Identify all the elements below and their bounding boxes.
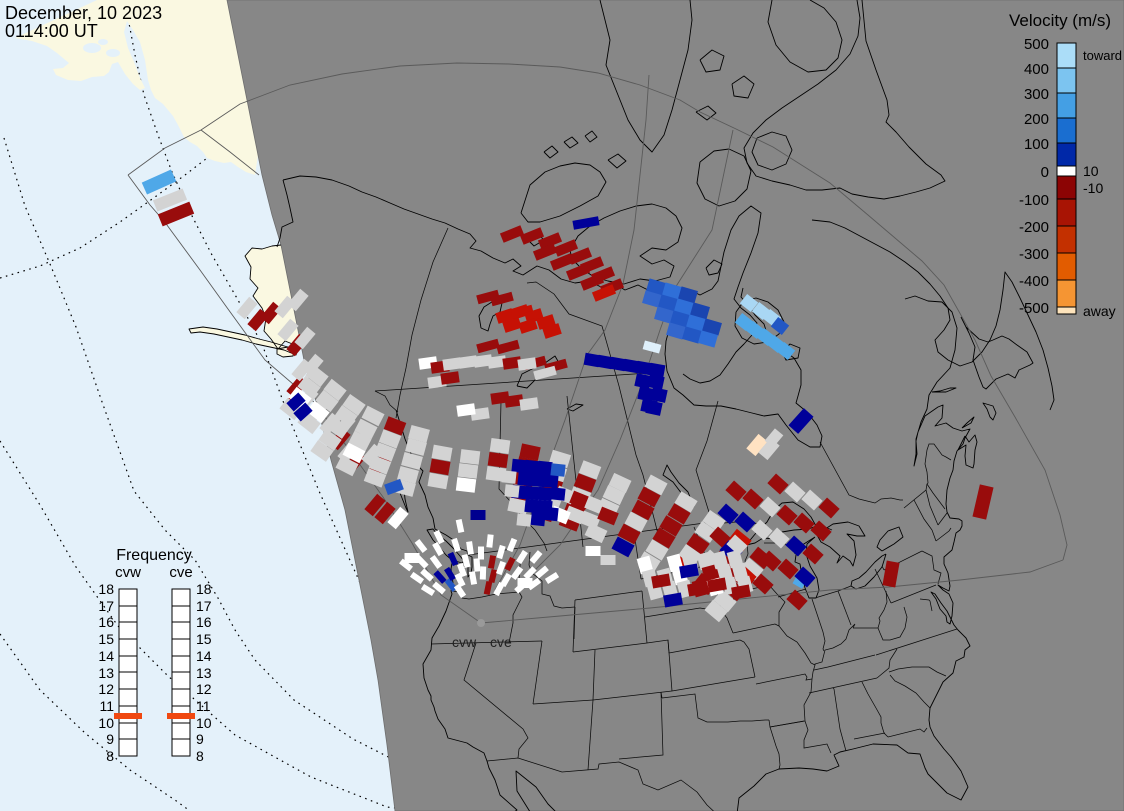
svg-text:December, 10 2023: December, 10 2023	[5, 3, 162, 23]
svg-text:14: 14	[98, 648, 114, 664]
svg-text:-500: -500	[1019, 300, 1049, 317]
svg-text:13: 13	[98, 665, 114, 681]
svg-text:8: 8	[106, 748, 114, 764]
svg-text:0: 0	[1041, 164, 1049, 181]
svg-text:17: 17	[98, 598, 114, 614]
svg-text:10: 10	[98, 715, 114, 731]
svg-text:15: 15	[98, 631, 114, 647]
svg-text:12: 12	[196, 681, 212, 697]
svg-text:cvw: cvw	[452, 634, 477, 650]
svg-text:-200: -200	[1019, 219, 1049, 236]
svg-text:cvw: cvw	[115, 564, 141, 581]
svg-text:15: 15	[196, 631, 212, 647]
svg-text:away: away	[1083, 303, 1116, 319]
svg-text:8: 8	[196, 748, 204, 764]
svg-text:-10: -10	[1083, 180, 1103, 196]
svg-text:100: 100	[1024, 136, 1049, 153]
svg-text:-300: -300	[1019, 246, 1049, 263]
svg-text:14: 14	[196, 648, 212, 664]
svg-text:cve: cve	[169, 564, 192, 581]
svg-text:9: 9	[196, 731, 204, 747]
svg-text:13: 13	[196, 665, 212, 681]
svg-text:18: 18	[196, 581, 212, 597]
svg-text:Frequency: Frequency	[116, 547, 192, 564]
svg-text:9: 9	[106, 731, 114, 747]
svg-text:300: 300	[1024, 86, 1049, 103]
svg-text:Velocity (m/s): Velocity (m/s)	[1009, 11, 1111, 30]
svg-text:11: 11	[196, 698, 211, 714]
svg-text:18: 18	[98, 581, 114, 597]
svg-text:200: 200	[1024, 111, 1049, 128]
svg-text:toward: toward	[1083, 48, 1122, 63]
svg-text:17: 17	[196, 598, 212, 614]
svg-text:400: 400	[1024, 61, 1049, 78]
svg-text:10: 10	[196, 715, 212, 731]
svg-text:16: 16	[196, 614, 212, 630]
svg-text:10: 10	[1083, 163, 1099, 179]
svg-text:cve: cve	[490, 634, 512, 650]
svg-text:-100: -100	[1019, 192, 1049, 209]
svg-text:16: 16	[98, 614, 114, 630]
svg-text:12: 12	[98, 681, 114, 697]
svg-text:500: 500	[1024, 36, 1049, 53]
svg-text:11: 11	[99, 698, 114, 714]
svg-text:0114:00 UT: 0114:00 UT	[5, 21, 98, 41]
svg-text:-400: -400	[1019, 273, 1049, 290]
